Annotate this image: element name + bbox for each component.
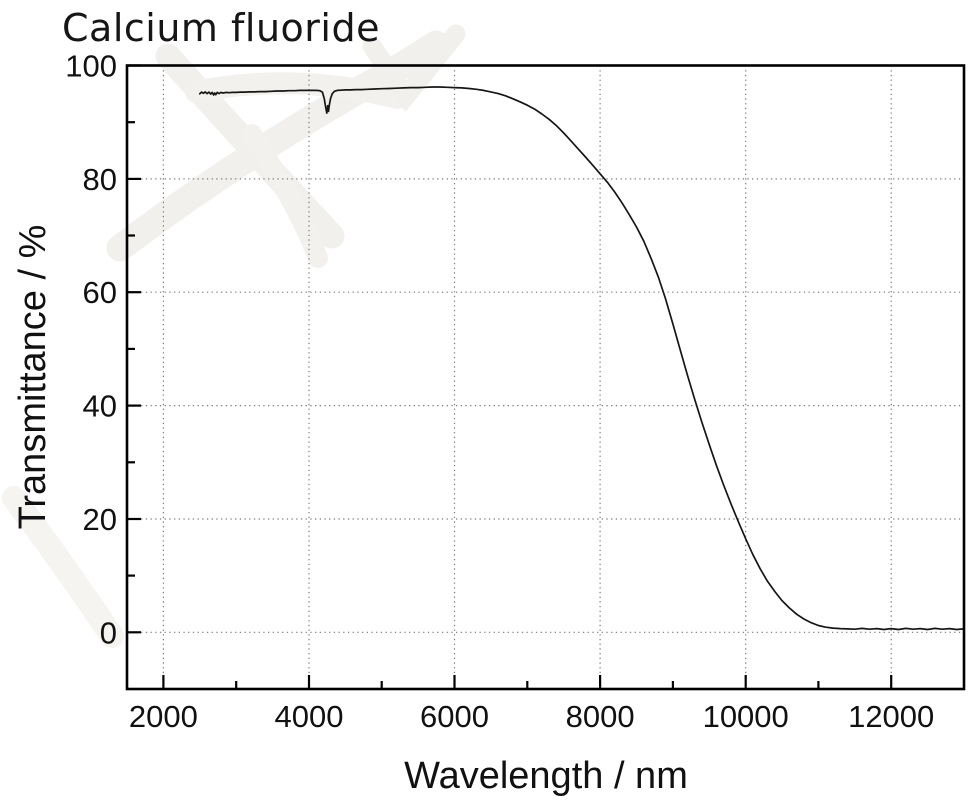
starburst-logo-watermark xyxy=(2,24,466,648)
axis-ticks xyxy=(127,64,893,689)
transmittance-curve xyxy=(198,86,965,631)
x-tick-label: 4000 xyxy=(275,699,344,734)
chart-title: Calcium fluoride xyxy=(62,6,380,50)
y-tick-label: 80 xyxy=(83,162,117,197)
x-tick-label: 8000 xyxy=(566,699,635,734)
x-tick-label: 6000 xyxy=(420,699,489,734)
x-tick-label: 12000 xyxy=(848,699,934,734)
y-tick-label: 60 xyxy=(83,275,117,310)
gridlines xyxy=(127,65,964,689)
x-axis-title: Wavelength / nm xyxy=(404,755,688,797)
x-tick-label: 2000 xyxy=(129,699,198,734)
y-tick-label: 0 xyxy=(100,615,117,650)
tick-labels: 2000 4000 6000 8000 10000 12000 0 20 40 60 80 100 xyxy=(65,49,934,735)
y-tick-label: 40 xyxy=(83,389,117,424)
y-tick-label: 100 xyxy=(65,49,117,84)
y-axis-title: Transmittance / % xyxy=(12,225,54,530)
x-tick-label: 10000 xyxy=(703,699,789,734)
plot-frame xyxy=(125,64,966,691)
y-tick-label: 20 xyxy=(83,502,117,537)
